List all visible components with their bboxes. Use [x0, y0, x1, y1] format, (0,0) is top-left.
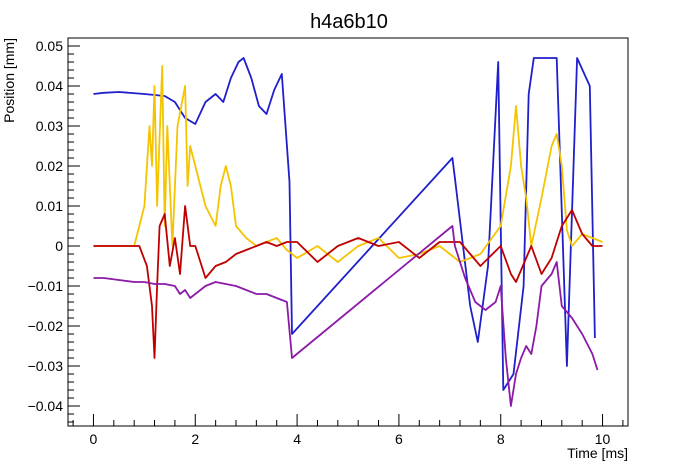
y-tick-label: 0.04 [36, 78, 63, 94]
series-line-2 [93, 65, 603, 263]
series-line-3 [93, 205, 603, 359]
y-tick-label: 0.03 [36, 118, 63, 134]
x-axis-label: Time [ms] [567, 445, 628, 461]
y-tick-label: 0.02 [36, 158, 63, 174]
y-tick-label: −0.03 [28, 358, 64, 374]
y-tick-label: 0 [55, 238, 63, 254]
y-tick-label: −0.02 [28, 318, 64, 334]
x-tick-label: 10 [595, 431, 611, 447]
x-axis: 0 2 4 6 8 10 [72, 414, 624, 447]
series-line-4 [93, 225, 599, 407]
x-tick-label: 6 [395, 431, 403, 447]
x-tick-label: 2 [191, 431, 199, 447]
series-layer [93, 57, 603, 407]
y-axis: −0.04 −0.03 −0.02 −0.01 0 0.01 0.02 0.03 0.04 0.0… [28, 37, 80, 423]
y-axis-label: Position [mm] [1, 38, 17, 123]
y-tick-label: −0.01 [28, 278, 64, 294]
y-tick-label: 0.05 [36, 38, 63, 54]
plot-frame [67, 37, 629, 427]
x-tick-label: 4 [293, 431, 301, 447]
y-tick-label: −0.04 [28, 398, 64, 414]
y-tick-label: 0.01 [36, 198, 63, 214]
x-tick-label: 8 [497, 431, 505, 447]
x-tick-label: 0 [90, 431, 98, 447]
chart-title: h4a6b10 [310, 11, 388, 33]
